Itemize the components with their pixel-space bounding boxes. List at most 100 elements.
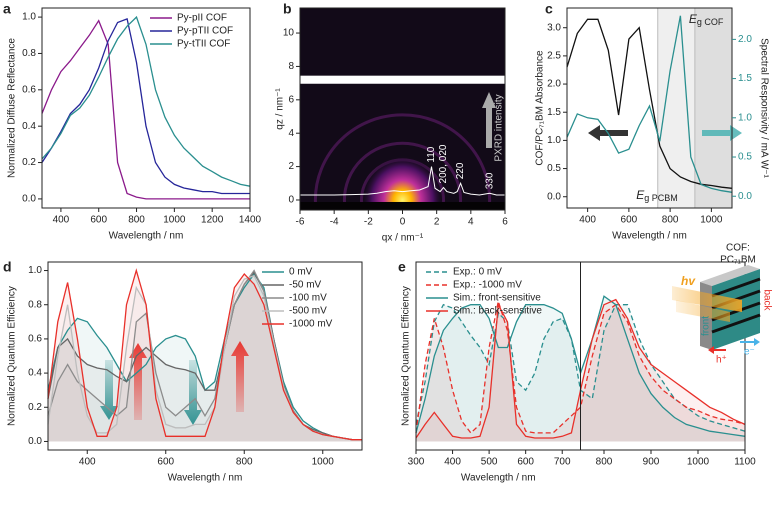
back-label: back xyxy=(761,289,772,311)
y-tick-label: 1.5 xyxy=(547,107,561,118)
legend-label: Py-pII COF xyxy=(177,13,227,24)
panel-letter: d xyxy=(3,259,12,275)
x-tick-label: 800 xyxy=(236,457,253,468)
legend-label: Exp.: -1000 mV xyxy=(453,280,522,291)
y-tick-label: 0.0 xyxy=(22,194,36,205)
detector-gap xyxy=(300,75,505,84)
annotation: Eg COF xyxy=(689,12,724,27)
arrow xyxy=(184,360,202,425)
series-line xyxy=(566,18,733,189)
legend-label: Py-pTII COF xyxy=(177,26,233,37)
x-tick-label: -4 xyxy=(330,217,339,228)
y-tick-label: 1.0 xyxy=(22,12,36,23)
x-tick-label: 4 xyxy=(468,217,474,228)
device-inset: COF: PC₇₁BM hv back front e⁻ h⁺ xyxy=(672,243,772,366)
shade xyxy=(694,8,732,208)
peak-label: 200, 020 xyxy=(438,144,449,183)
foreground-layer: 400 600 800 1000 1200 14000.00.20.40.60.81.0W… xyxy=(3,1,769,484)
x-tick-label: 1000 xyxy=(700,215,723,226)
beam-stop xyxy=(300,201,505,210)
legend-label: Sim.: back-sensitive xyxy=(453,306,542,317)
plot-frame xyxy=(566,7,733,209)
area-shade xyxy=(48,270,362,442)
annotation-symbol: E xyxy=(689,12,698,26)
y-tick-label: 10 xyxy=(283,28,295,39)
plot-frame xyxy=(41,7,251,209)
y-tick-label: 3.0 xyxy=(547,22,561,33)
series-line xyxy=(300,166,505,196)
plot-frame xyxy=(580,261,746,451)
legend-label: -500 mV xyxy=(289,306,327,317)
x-axis-title: Wavelength / nm xyxy=(612,231,687,242)
series-line xyxy=(47,271,362,441)
legend-label: 0 mV xyxy=(289,267,313,278)
series-line xyxy=(415,298,746,439)
area-shade xyxy=(416,299,745,442)
annotation-subscript: g COF xyxy=(697,17,724,27)
y2-tick-label: 1.5 xyxy=(738,73,752,84)
legend-label: Sim.: front-sensitive xyxy=(453,293,541,304)
y-axis-title: Normalized Quantum Efficiency xyxy=(401,286,412,426)
front-label: front xyxy=(701,316,712,336)
y-tick-label: 0.8 xyxy=(28,299,42,310)
y2-tick-label: 2.0 xyxy=(738,34,752,45)
y-tick-label: 0.2 xyxy=(28,402,42,413)
legend-label: -100 mV xyxy=(289,293,327,304)
y-tick-label: 0.0 xyxy=(28,436,42,447)
legend-label: Py-tTII COF xyxy=(177,39,230,50)
annotation: Eg PCBM xyxy=(636,188,678,203)
area-shade xyxy=(48,274,362,442)
inset-title: PC₇₁BM xyxy=(720,255,756,266)
panel-letter: e xyxy=(398,259,406,275)
x-tick-label: 1100 xyxy=(734,457,756,468)
x-tick-label: 600 xyxy=(90,215,107,226)
x-tick-label: 600 xyxy=(621,215,638,226)
annotation-symbol: E xyxy=(636,188,645,202)
x-tick-label: -6 xyxy=(296,217,305,228)
y-tick-label: 0.4 xyxy=(22,121,36,132)
y2-tick-label: 0.0 xyxy=(738,191,752,202)
y2-axis-title: Spectral Responsivity / mA W⁻¹ xyxy=(758,38,769,178)
panel-letter: a xyxy=(3,1,11,17)
diffraction-ring xyxy=(342,141,463,210)
y-tick-label: 6 xyxy=(288,94,294,105)
y-tick-label: 2.0 xyxy=(547,79,561,90)
plot-frame xyxy=(47,261,363,451)
x-axis-title: Wavelength / nm xyxy=(168,473,243,484)
arrow xyxy=(231,341,249,412)
profile-label: PXRD intensity xyxy=(494,94,505,161)
legend-label: Exp.: 0 mV xyxy=(453,267,502,278)
panel-letter: c xyxy=(545,1,553,17)
arrow xyxy=(100,360,118,420)
y-tick-label: 8 xyxy=(288,61,294,72)
y-tick-label: 1.0 xyxy=(547,135,561,146)
y2-tick-label: 1.0 xyxy=(738,112,752,123)
y-axis-title: Normalized Diffuse Reflectance xyxy=(7,38,18,178)
x-tick-label: 500 xyxy=(481,457,498,468)
light-label: hv xyxy=(681,274,696,288)
x-tick-label: 1000 xyxy=(312,457,335,468)
y-tick-label: 0.6 xyxy=(22,84,36,95)
x-tick-label: 800 xyxy=(662,215,679,226)
y-tick-label: 0 xyxy=(288,195,294,206)
y-tick-label: 0.0 xyxy=(547,191,561,202)
x-tick-label: 400 xyxy=(444,457,461,468)
electron-label: e⁻ xyxy=(744,347,755,358)
x-tick-label: 1400 xyxy=(239,215,262,226)
series-line xyxy=(47,268,362,441)
x-axis-title: qx / nm⁻¹ xyxy=(382,233,424,244)
y-tick-label: 0.6 xyxy=(28,334,42,345)
series-line xyxy=(415,303,746,432)
arrow xyxy=(129,343,147,420)
legend-label: -1000 mV xyxy=(289,319,333,330)
arrow xyxy=(482,92,496,148)
beam-spot xyxy=(361,155,444,210)
y-tick-label: 4 xyxy=(288,128,294,139)
x-tick-label: 400 xyxy=(579,215,596,226)
x-axis-title: Wavelength / nm xyxy=(109,231,184,242)
x-tick-label: 1000 xyxy=(163,215,186,226)
y-tick-label: 2.5 xyxy=(547,51,561,62)
x-tick-label: 700 xyxy=(554,457,571,468)
